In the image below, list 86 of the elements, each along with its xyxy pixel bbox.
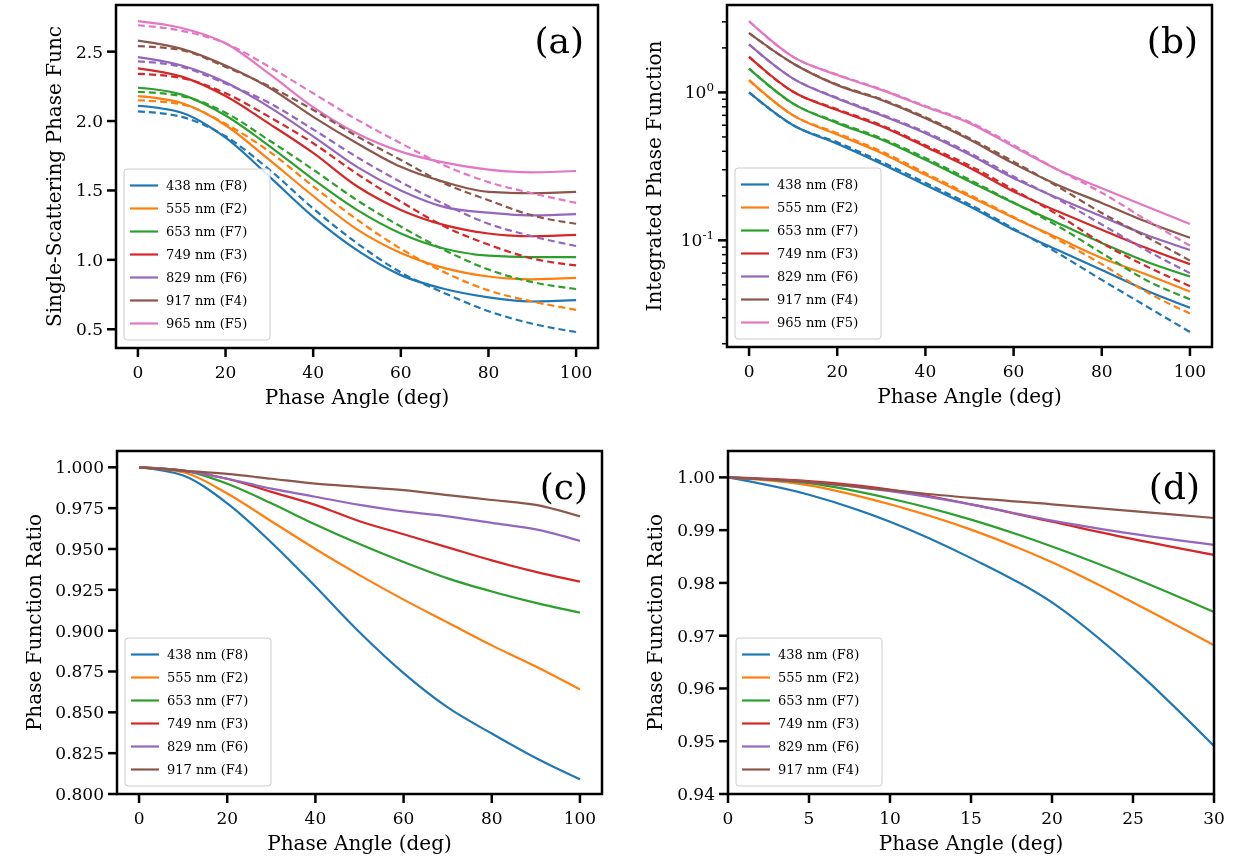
x-tick-label: 0 [722,808,734,828]
y-tick-label: 0.800 [55,783,104,804]
annotation: (a) [534,20,584,61]
legend-label: 965 nm (F5) [777,315,859,331]
y-tick-label: 1.00 [677,467,715,488]
legend-label: 749 nm (F3) [166,247,248,263]
y-tick-label: 1.5 [75,180,103,201]
x-tick-label: 30 [1203,808,1225,828]
legend-label: 555 nm (F2) [166,201,248,217]
y-tick-label: 1.0 [75,249,103,270]
annotation: (c) [539,466,588,507]
x-tick-label: 20 [826,361,849,381]
x-tick-label: 60 [392,808,415,828]
x-tick-label: 10 [879,808,901,828]
legend-label: 829 nm (F6) [166,270,248,286]
x-tick-label: 100 [559,362,593,382]
y-tick-label: 10$^{0}$ [684,80,714,103]
legend-label: 555 nm (F2) [778,670,860,686]
y-tick-label: 0.950 [55,538,104,559]
x-tick-label: 20 [216,808,239,828]
y-axis-title: Integrated Phase Function [642,40,666,312]
y-axis-title: Single-Scattering Phase Func [41,25,66,328]
y-tick-label: 0.95 [677,731,715,752]
y-tick-label: 0.5 [75,319,103,340]
y-tick-label: 0.850 [55,702,104,723]
x-tick-label: 60 [390,362,412,382]
y-tick-label: 0.96 [677,678,715,699]
x-tick-label: 100 [563,808,597,828]
x-tick-label: 80 [1090,361,1113,381]
legend-label: 653 nm (F7) [166,224,248,240]
y-tick-label: 0.875 [55,661,104,682]
x-tick-label: 25 [1122,808,1144,828]
legend-label: 438 nm (F8) [777,177,859,193]
x-axis-title: Phase Angle (deg) [877,384,1062,408]
annotation: (d) [1148,466,1200,507]
x-tick-label: 40 [304,808,327,828]
y-tick-label: 0.975 [55,498,104,519]
legend-label: 965 nm (F5) [166,316,248,332]
legend-label: 555 nm (F2) [167,670,249,686]
x-axis-title: Phase Angle (deg) [878,831,1064,855]
y-tick-label: 1.000 [55,457,104,478]
x-tick-label: 80 [477,362,500,382]
x-tick-label: 40 [302,362,324,382]
legend-label: 749 nm (F3) [167,716,249,732]
x-tick-label: 100 [1173,361,1207,381]
y-tick-label: 2.5 [75,41,103,62]
y-tick-label: 0.900 [55,620,104,641]
x-tick-label: 20 [214,362,237,382]
x-tick-label: 0 [132,362,144,382]
legend-label: 917 nm (F4) [778,762,860,778]
legend-label: 917 nm (F4) [777,292,859,308]
x-tick-label: 0 [743,361,755,381]
x-tick-label: 15 [960,808,982,828]
x-axis-title: Phase Angle (deg) [264,385,450,409]
annotation: (b) [1146,20,1198,61]
legend-label: 829 nm (F6) [167,739,249,755]
legend-label: 653 nm (F7) [777,223,859,239]
y-axis-title: Phase Function Ratio [643,513,667,732]
y-tick-label: 0.98 [677,572,715,593]
x-tick-label: 20 [1041,808,1063,828]
legend-label: 749 nm (F3) [777,246,859,262]
legend-label: 438 nm (F8) [166,178,248,194]
x-tick-label: 80 [480,808,503,828]
legend-label: 829 nm (F6) [778,739,860,755]
x-tick-label: 5 [803,808,815,828]
y-axis-title: Phase Function Ratio [21,513,46,732]
y-tick-label: 0.97 [677,625,715,646]
y-tick-label: 2.0 [75,111,103,131]
legend-label: 653 nm (F7) [167,693,249,709]
legend-label: 438 nm (F8) [778,647,860,663]
y-tick-label: 0.99 [677,520,715,541]
legend-label: 555 nm (F2) [777,200,859,216]
x-tick-label: 40 [914,361,937,381]
x-axis-title: Phase Angle (deg) [267,831,452,855]
y-tick-label: 0.925 [55,579,104,600]
legend-label: 749 nm (F3) [778,716,860,732]
legend-label: 653 nm (F7) [778,693,860,709]
y-tick-label: 0.825 [55,743,104,764]
y-tick-label: 10$^{-1}$ [680,228,714,251]
legend-label: 829 nm (F6) [777,269,859,285]
legend-label: 438 nm (F8) [167,647,249,663]
legend-label: 917 nm (F4) [166,293,248,309]
x-tick-label: 0 [133,808,145,828]
legend-label: 917 nm (F4) [167,762,249,778]
x-tick-label: 60 [1002,361,1025,381]
y-tick-label: 0.94 [677,783,715,804]
